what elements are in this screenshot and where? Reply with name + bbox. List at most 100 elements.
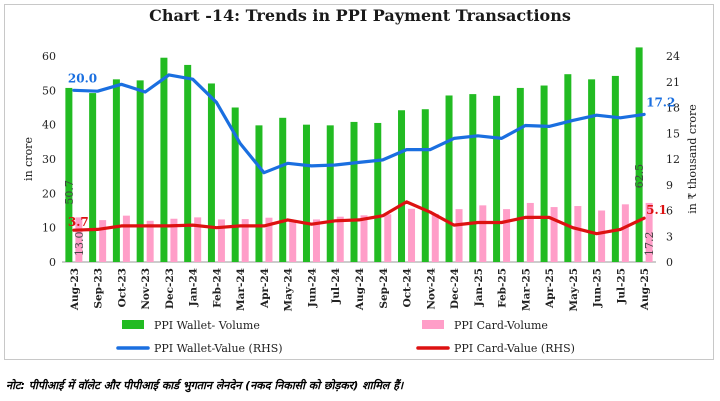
bar-card-volume [455,209,463,262]
line-card-value [72,200,646,236]
left-tick-label: 20 [42,187,56,200]
bar-card-volume [75,217,83,262]
left-tick-label: 40 [42,119,56,132]
bar-card-volume [99,220,107,262]
right-tick-label: 12 [666,153,680,166]
x-tick-label: Mar-25 [520,268,532,311]
right-tick-label: 9 [666,179,673,192]
bar-wallet-volume [635,47,643,262]
x-tick-label: Oct-24 [402,268,414,307]
left-tick-label: 50 [42,84,56,97]
bar-wallet-volume [231,107,239,262]
chart-title: Chart -14: Trends in PPI Payment Transac… [149,6,571,25]
x-tick-label: Apr-24 [259,268,271,309]
y2-axis-title: in ₹ thousand crore [686,104,699,213]
bar-wallet-volume [184,64,192,262]
x-tick-label: Jan-25 [473,268,485,307]
bar-card-volume [550,207,558,262]
x-tick-label: Feb-25 [497,268,509,308]
x-tick-label: Jul-24 [330,268,342,305]
bar-wallet-volume [540,85,548,262]
right-tick-label: 21 [666,76,680,89]
x-tick-label: Nov-23 [140,268,152,310]
bar-card-volume [312,219,320,262]
x-tick-label: Apr-25 [544,268,556,309]
right-tick-label: 3 [666,230,673,243]
x-tick-label: Aug-23 [69,268,81,311]
bar-wallet-volume [564,74,572,263]
bar-wallet-volume [588,79,596,262]
x-tick-label: Sep-23 [93,268,105,309]
data-label: 13.0 [73,232,86,257]
bar-card-volume [574,206,582,262]
bar-wallet-volume [516,87,524,263]
x-tick-label: Nov-24 [425,268,437,310]
x-tick-label: Aug-24 [354,268,366,311]
bar-card-volume [122,215,130,262]
bar-card-volume [621,204,629,262]
left-tick-label: 10 [42,222,56,235]
bar-card-volume [265,217,273,262]
bar-wallet-volume [160,57,168,262]
bar-card-volume [598,210,606,262]
x-tick-label: Feb-24 [211,268,223,308]
bar-wallet-volume [398,110,406,262]
x-tick-label: Jul-25 [615,268,627,305]
bar-card-volume [384,214,392,262]
chart-frame [4,4,714,360]
data-label: 17.2 [643,232,656,257]
bar-wallet-volume [279,117,287,262]
bar-wallet-volume [255,125,263,262]
bar-wallet-volume [350,121,358,262]
bar-card-volume [408,208,416,262]
x-tick-label: Sep-24 [378,268,390,309]
bar-wallet-volume [65,87,73,263]
bar-wallet-volume [445,95,453,262]
bar-wallet-volume [89,93,97,262]
left-tick-label: 60 [42,50,56,63]
x-tick-label: Aug-25 [639,268,651,311]
right-tick-label: 24 [666,50,680,63]
x-tick-label: Oct-23 [116,268,128,307]
bar-card-volume [170,218,178,262]
bar-wallet-volume [374,122,382,262]
x-tick-label: Dec-24 [449,268,461,309]
data-label: 20.0 [68,71,97,85]
bar-card-volume [194,217,202,262]
left-tick-label: 30 [42,153,56,166]
bar-card-volume [289,220,297,262]
bar-wallet-volume [136,80,144,262]
bar-wallet-volume [112,79,120,262]
x-tick-label: Jan-24 [188,268,200,307]
legend-label: PPI Wallet- Volume [154,319,260,332]
x-tick-label: May-24 [283,268,295,312]
data-label: 5.1 [646,203,667,217]
bar-card-volume [431,213,439,262]
bar-card-volume [479,205,487,262]
right-tick-label: 18 [666,102,680,115]
bar-wallet-volume [493,95,501,263]
bar-wallet-volume [302,124,310,263]
bar-card-volume [503,209,511,262]
bar-card-volume [241,219,249,262]
bar-card-volume [217,219,225,262]
bar-card-volume [645,202,653,262]
data-label: 62.5 [633,164,646,189]
x-tick-label: Mar-24 [235,268,247,311]
bar-wallet-volume [421,109,429,262]
x-tick-label: May-25 [568,268,580,312]
legend-swatch [422,320,444,329]
legend-swatch [122,320,144,329]
line-wallet-value [72,73,646,175]
legend-label: PPI Wallet-Value (RHS) [154,342,283,355]
x-tick-label: Dec-23 [164,268,176,309]
bar-wallet-volume [611,75,619,262]
bar-card-volume [336,216,344,262]
left-tick-label: 0 [49,256,56,269]
data-label: 17.2 [646,95,675,109]
bar-card-volume [146,220,154,262]
data-label: 3.7 [68,215,89,229]
y-axis-title: in crore [22,137,35,181]
bar-wallet-volume [207,83,215,262]
